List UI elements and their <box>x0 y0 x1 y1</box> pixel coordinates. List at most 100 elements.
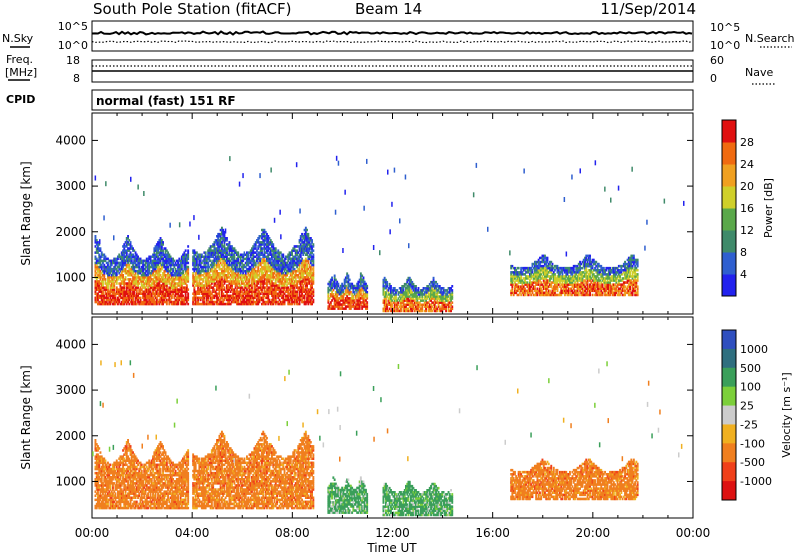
data-cell <box>169 267 172 271</box>
data-cell <box>387 289 390 292</box>
data-cell <box>312 259 315 263</box>
data-cell <box>128 298 131 302</box>
data-cell <box>448 289 451 292</box>
data-cell <box>242 255 245 258</box>
data-cell <box>154 300 157 304</box>
data-cell <box>238 302 241 306</box>
data-cell <box>113 302 116 306</box>
data-cell <box>329 307 332 310</box>
data-cell <box>209 286 212 289</box>
data-cell <box>128 292 131 295</box>
data-cell <box>192 300 195 304</box>
data-cell <box>133 294 136 298</box>
data-cell <box>298 263 301 267</box>
data-cell <box>436 282 439 286</box>
data-cell <box>242 298 245 302</box>
data-cell <box>218 282 221 285</box>
data-cell <box>125 255 128 258</box>
data-cell <box>263 280 266 283</box>
data-cell <box>406 293 409 296</box>
data-cell <box>145 282 148 285</box>
data-cell <box>155 243 158 246</box>
data-cell <box>193 259 196 263</box>
data-cell <box>421 289 424 292</box>
data-cell <box>296 290 298 293</box>
data-cell <box>428 305 431 308</box>
data-cell <box>125 249 128 252</box>
data-cell <box>138 272 141 275</box>
data-cell <box>175 272 178 275</box>
data-cell <box>519 291 521 295</box>
data-cell <box>358 305 361 308</box>
data-cell <box>415 301 417 304</box>
data-cell <box>288 269 291 273</box>
data-cell <box>218 294 221 298</box>
data-cell <box>177 272 179 275</box>
data-cell <box>227 257 230 261</box>
data-cell <box>253 259 256 263</box>
data-cell <box>276 276 278 279</box>
data-cell <box>184 253 187 256</box>
data-cell <box>338 305 341 308</box>
data-cell <box>292 294 295 298</box>
data-cell <box>224 267 227 271</box>
data-cell <box>208 255 211 258</box>
data-cell <box>145 302 148 306</box>
data-cell <box>273 267 276 271</box>
data-cell <box>198 282 201 285</box>
data-cell <box>234 251 237 254</box>
data-cell <box>130 267 133 271</box>
data-cell <box>120 274 123 277</box>
data-cell <box>262 232 265 236</box>
data-cell <box>431 293 434 296</box>
data-cell <box>200 255 203 258</box>
data-cell <box>278 286 281 289</box>
data-cell <box>352 303 355 306</box>
data-cell <box>247 290 250 293</box>
data-cell <box>198 272 201 275</box>
data-cell <box>207 284 210 287</box>
data-cell <box>519 287 521 290</box>
data-cell <box>244 292 247 295</box>
data-cell <box>511 287 514 290</box>
data-cell <box>307 239 310 242</box>
data-cell <box>154 255 157 258</box>
data-cell <box>264 267 267 271</box>
data-cell <box>262 228 265 232</box>
data-cell <box>426 285 429 288</box>
data-cell <box>274 265 277 269</box>
data-cell <box>128 253 131 256</box>
data-cell <box>386 295 389 298</box>
data-cell <box>197 265 200 269</box>
data-cell <box>358 295 361 298</box>
data-cell <box>524 266 526 270</box>
data-cell <box>97 302 99 306</box>
data-cell <box>169 290 172 293</box>
data-cell <box>251 302 253 306</box>
data-cell <box>405 309 407 313</box>
data-cell <box>179 296 182 300</box>
data-cell <box>271 272 273 275</box>
data-cell <box>329 286 332 290</box>
data-cell <box>510 291 513 295</box>
data-cell <box>221 251 223 254</box>
data-cell <box>122 278 124 281</box>
data-cell <box>390 295 392 298</box>
data-cell <box>218 286 221 289</box>
data-cell <box>184 257 187 261</box>
data-cell <box>263 300 266 304</box>
data-cell <box>433 282 436 286</box>
data-cell <box>267 288 270 291</box>
data-cell <box>120 288 123 291</box>
data-cell <box>239 272 242 275</box>
data-cell <box>134 276 137 279</box>
data-cell <box>231 274 233 277</box>
data-cell <box>301 280 303 283</box>
data-cell <box>122 290 124 293</box>
data-cell <box>168 255 171 258</box>
data-cell <box>199 253 202 256</box>
data-cell <box>261 280 263 283</box>
data-cell <box>393 293 396 296</box>
data-cell <box>352 301 355 304</box>
data-cell <box>216 241 218 244</box>
